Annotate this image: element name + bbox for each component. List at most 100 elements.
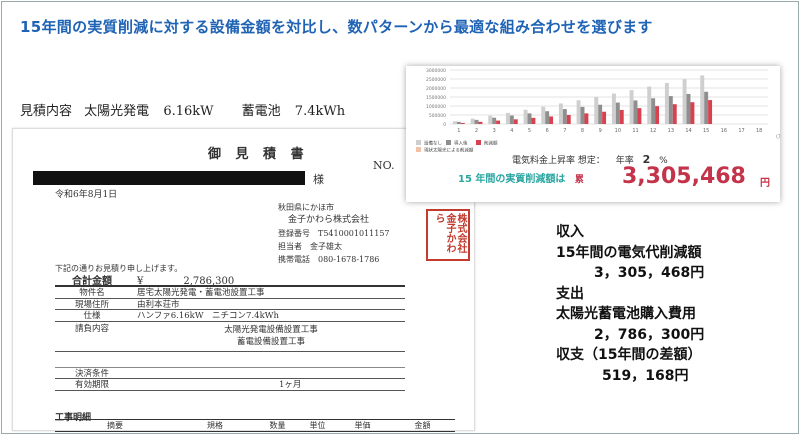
bar	[637, 108, 642, 124]
legend-label: 削減額	[484, 140, 498, 147]
total-label: 合計金額	[72, 275, 112, 287]
legend-swatch	[416, 147, 421, 152]
quote-date: 令和6年8月1日	[55, 190, 118, 200]
honorific: 様	[313, 173, 324, 186]
x-tick-label: 8	[581, 128, 584, 134]
bar	[456, 121, 461, 124]
x-tick-label: 1	[457, 128, 460, 134]
bar	[655, 106, 660, 124]
expense-desc: 太陽光蓄電池購入費用	[556, 306, 696, 322]
result-value: 3,305,468	[622, 164, 746, 189]
bar	[470, 118, 475, 124]
x-tick-label: 2	[475, 128, 478, 134]
bar	[598, 104, 603, 124]
legend-swatch	[476, 140, 481, 145]
bar	[602, 111, 607, 124]
bar	[549, 116, 554, 124]
bar	[474, 119, 479, 124]
result-label: 15 年間の実質削減額は	[458, 174, 566, 185]
spec-label: 仕様	[83, 311, 101, 322]
legend-label: 設備なし	[424, 140, 442, 147]
issuer-reg-label: 登録番号	[278, 229, 310, 238]
bar	[527, 113, 532, 124]
issuer-address: 秋田県にかほ市	[278, 203, 334, 212]
y-tick-label: 2500000	[426, 77, 446, 83]
spec-row: 仕様 ハンファ6.16kW ニチコン7.4kWh	[55, 310, 405, 322]
site-value: 由利本荘市	[137, 299, 180, 310]
y-tick-label: 3000000	[426, 68, 446, 74]
income-value: 3，305，468円	[594, 265, 705, 281]
issuer-phone: 080-1678-1786	[318, 255, 380, 264]
bar	[545, 111, 550, 124]
bar	[708, 100, 713, 124]
unit-label: (万円)	[776, 134, 780, 140]
item-label: 物件名	[79, 288, 105, 299]
scope-value-1: 太陽光発電設備設置工事	[224, 324, 318, 335]
issuer-company: 金子かわら株式会社	[288, 215, 370, 225]
legend-swatch	[416, 140, 421, 145]
result-prefix: 累	[574, 175, 584, 185]
issuer-block: 秋田県にかほ市 金子かわら株式会社 登録番号 T5410001011157 担当…	[278, 201, 390, 266]
battery-label: 蓄電池	[241, 104, 281, 119]
y-tick-label: 500000	[429, 113, 446, 119]
work-details-title: 工事明細	[55, 413, 92, 423]
blank-row	[55, 352, 405, 368]
bar	[576, 100, 581, 124]
x-tick-label: 11	[632, 128, 638, 134]
cost-summary: 収入 15年間の電気代削減額 3，305，468円 支出 太陽光蓄電池購入費用 …	[556, 222, 704, 386]
bar	[672, 104, 677, 124]
detail-col-spec: 規格	[207, 421, 223, 430]
bar	[690, 102, 695, 124]
solar-capacity: 6.16kW	[163, 104, 214, 119]
bar	[664, 82, 669, 124]
quote-number: NO.	[373, 159, 395, 172]
bar	[686, 93, 691, 124]
bar	[584, 113, 589, 124]
bar	[668, 96, 673, 124]
income-label: 収入	[556, 224, 584, 240]
x-tick-label: 13	[668, 128, 674, 134]
bar	[580, 106, 585, 124]
validity-value: 1ヶ月	[279, 380, 302, 391]
bar	[492, 117, 497, 124]
quote-document: 御 見 積 書 NO. 様 令和6年8月1日 秋田県にかほ市 金子かわら株式会社…	[12, 128, 475, 432]
bar	[594, 97, 599, 124]
x-tick-label: 18	[756, 128, 762, 134]
x-tick-label: 5	[528, 128, 531, 134]
x-tick-label: 7	[563, 128, 566, 134]
x-tick-label: 16	[721, 128, 727, 134]
bar	[513, 119, 518, 124]
bar	[611, 93, 616, 124]
rate-period: 年率	[615, 156, 634, 166]
detail-header: 摘要 規格 数量 単位 単価 金額	[55, 419, 455, 432]
site-label: 現場住所	[74, 299, 109, 310]
bar	[488, 115, 493, 124]
result-unit: 円	[760, 178, 770, 189]
bar	[523, 109, 528, 124]
bar	[496, 120, 501, 124]
y-tick-label: 1000000	[426, 104, 446, 110]
x-tick-label: 3	[493, 128, 496, 134]
detail-col-desc: 摘要	[107, 421, 123, 430]
x-tick-label: 14	[685, 128, 691, 134]
issuer-person: 金子雄太	[310, 242, 342, 251]
x-tick-label: 12	[650, 128, 656, 134]
site-row: 現場住所 由利本荘市	[55, 299, 405, 310]
savings-chart: 3000000 2500000 2000000 1500000 1000000 50000…	[416, 68, 790, 154]
x-tick-label: 10	[615, 128, 621, 134]
bar	[615, 102, 620, 124]
item-row: 物件名 居宅太陽光発電・蓄電池設置工事	[55, 287, 405, 299]
detail-col-unit: 単位	[309, 421, 326, 430]
bar	[629, 90, 634, 124]
total-value: ¥ 2,786,300	[137, 275, 235, 287]
battery-capacity: 7.4kWh	[294, 104, 346, 119]
bar	[566, 115, 571, 124]
balance-value: 519，168円	[602, 367, 689, 384]
balance-label: 収支（15年間の差額）	[556, 347, 702, 363]
x-tick-label: 6	[546, 128, 549, 134]
estimate-summary: 見積内容 太陽光発電 6.16kW 蓄電池 7.4kWh	[20, 100, 345, 119]
payment-label: 決済条件	[74, 368, 109, 379]
x-tick-label: 17	[738, 128, 744, 134]
bar	[700, 75, 705, 124]
